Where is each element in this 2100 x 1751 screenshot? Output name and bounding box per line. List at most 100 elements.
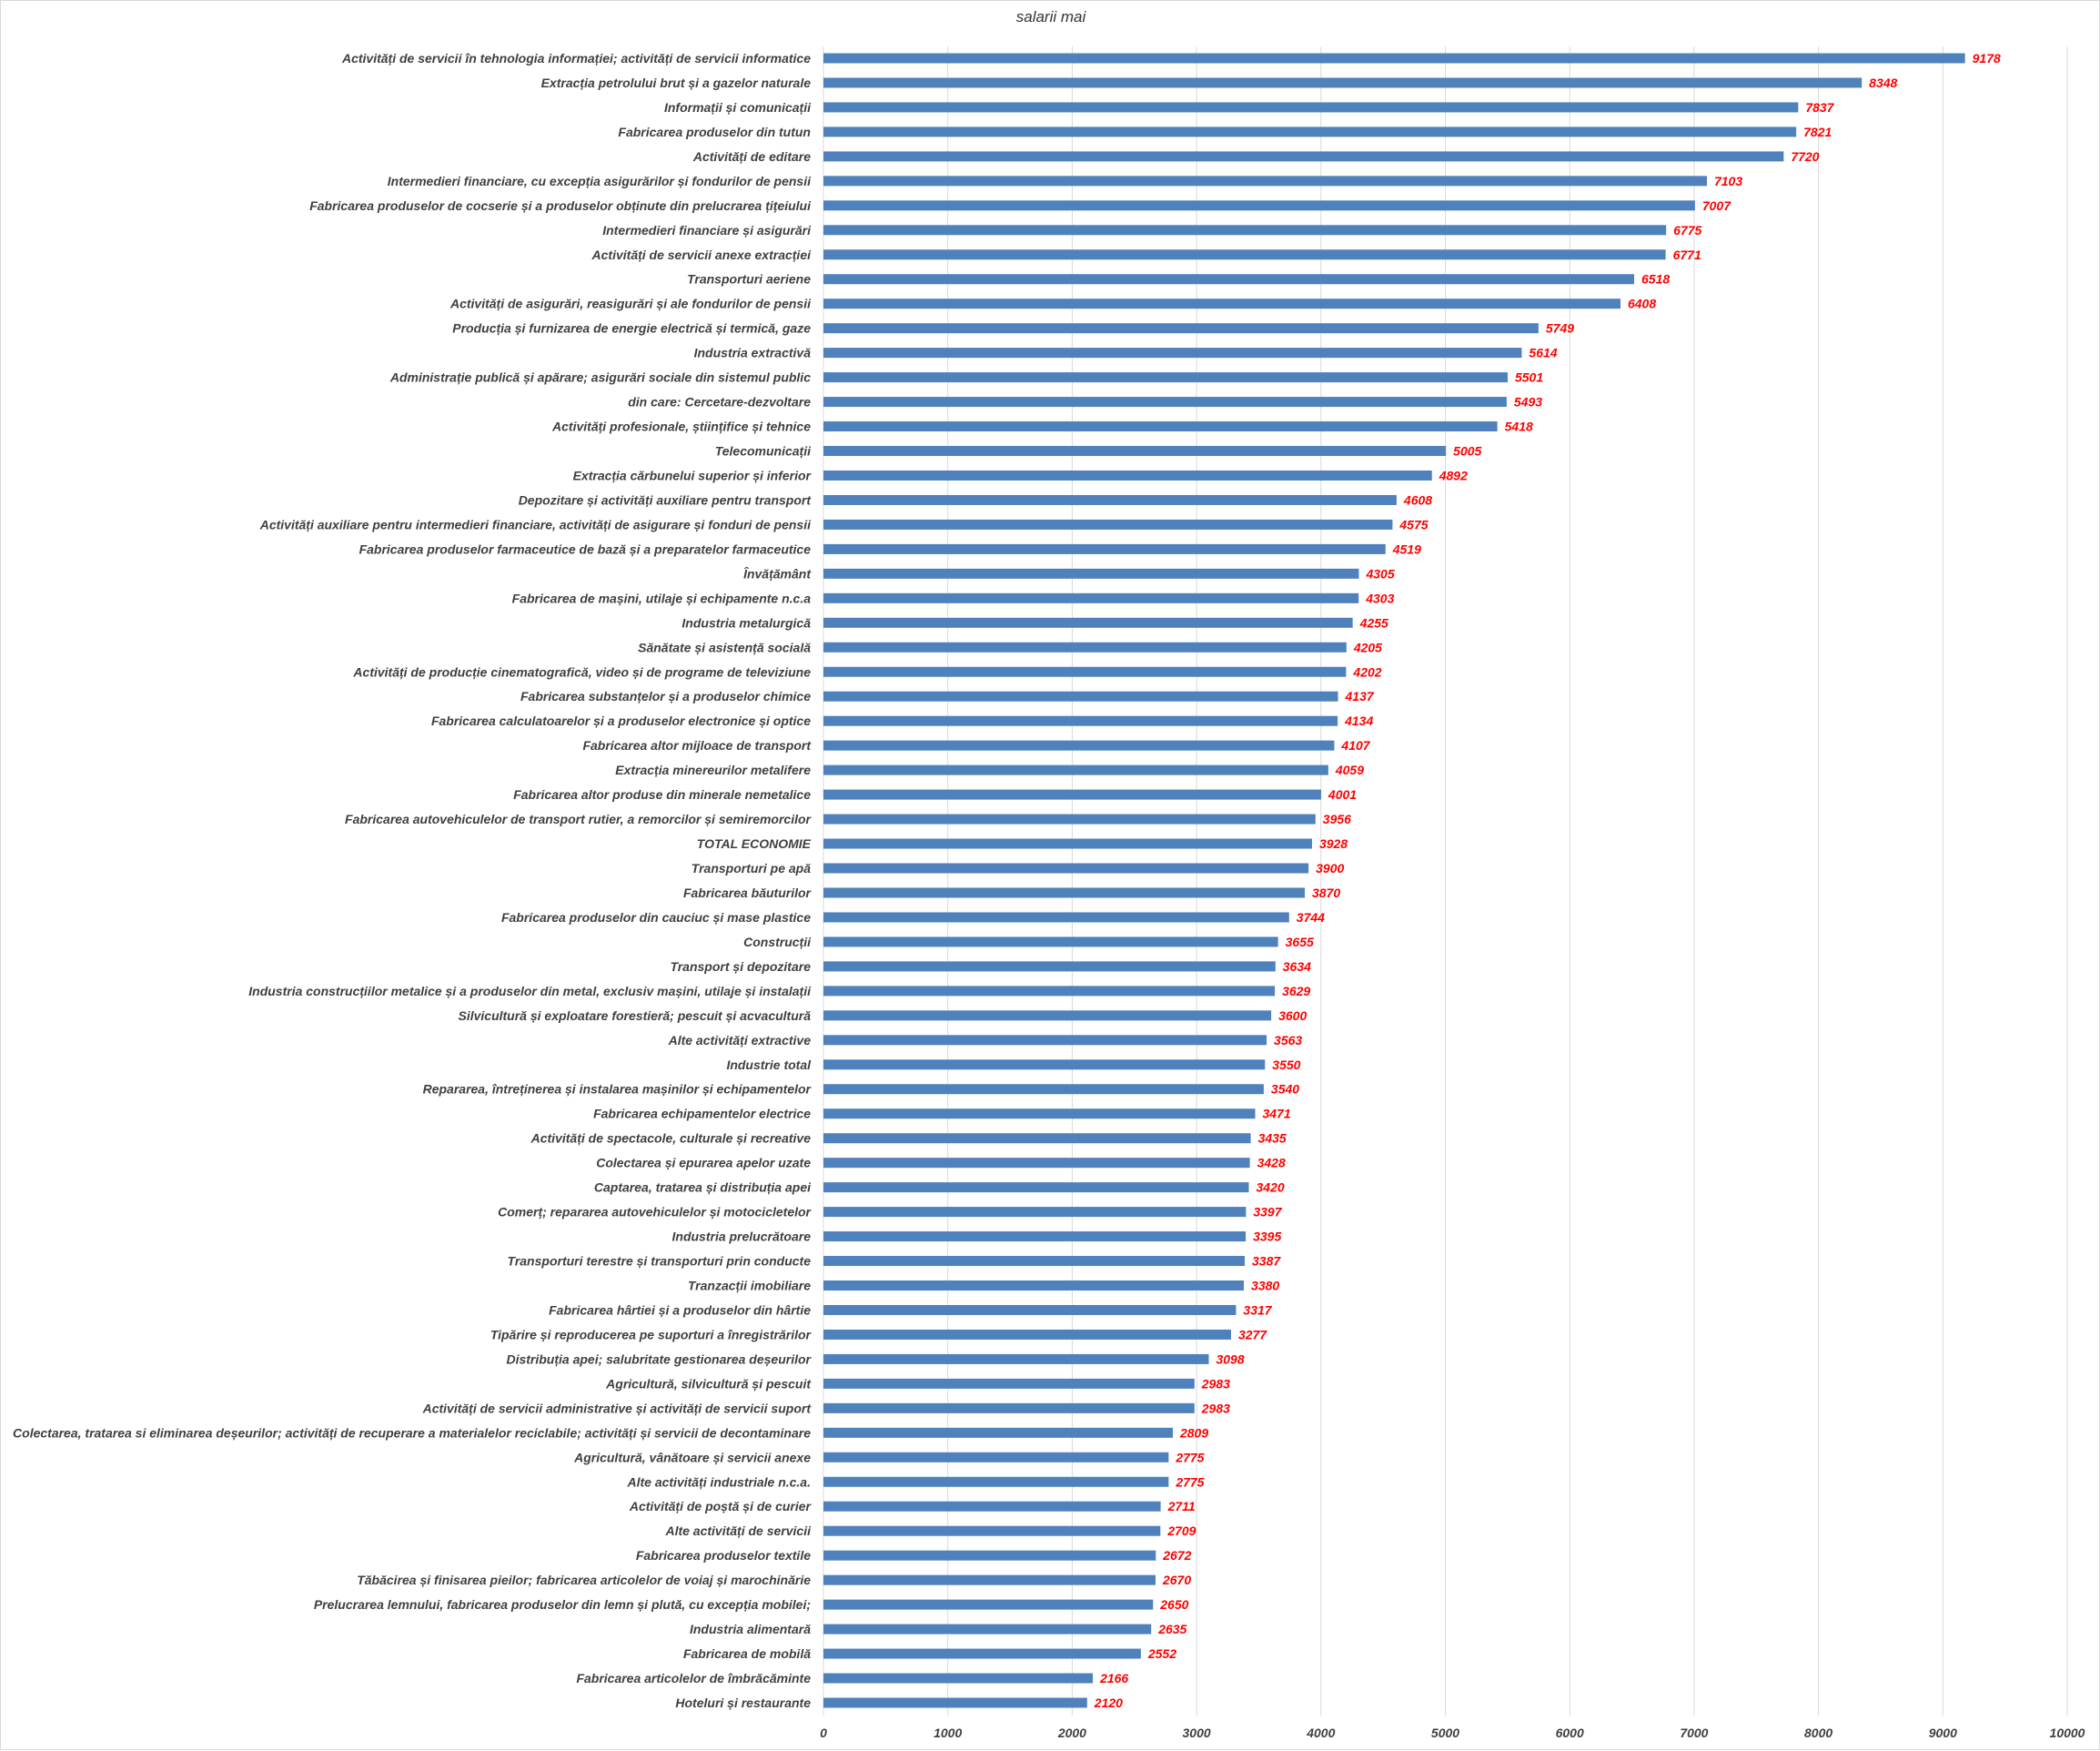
category-label: Fabricarea calculatoarelor și a produsel… — [431, 714, 811, 728]
x-tick-label: 9000 — [1929, 1726, 1957, 1740]
category-label: Distribuția apei; salubritate gestionare… — [506, 1351, 812, 1366]
bar — [823, 715, 1338, 726]
category-label: Tăbăcirea și finisarea pieilor; fabricar… — [357, 1573, 811, 1587]
value-label: 4892 — [1439, 468, 1468, 482]
bar — [823, 617, 1353, 628]
bar — [823, 77, 1863, 88]
value-label: 4134 — [1344, 714, 1373, 728]
bar — [823, 1624, 1152, 1635]
bar — [823, 323, 1539, 334]
bar — [823, 1158, 1250, 1169]
bar — [823, 1599, 1154, 1610]
bar — [823, 592, 1359, 603]
bar — [823, 1084, 1264, 1095]
category-label: Prelucrarea lemnului, fabricarea produse… — [314, 1597, 811, 1612]
category-label: Tranzacții imobiliare — [688, 1279, 811, 1293]
bar — [823, 1476, 1169, 1487]
bar — [823, 274, 1635, 285]
bar — [823, 814, 1316, 825]
bar — [823, 1574, 1156, 1585]
category-label: Transporturi terestre și transporturi pr… — [508, 1254, 812, 1269]
bar — [823, 1329, 1231, 1340]
bar — [823, 1427, 1173, 1438]
value-label: 3387 — [1252, 1254, 1281, 1269]
category-label: Administrație publică și apărare; asigur… — [389, 370, 811, 385]
bar — [823, 887, 1306, 898]
category-label: Fabricarea altor produse din minerale ne… — [513, 787, 811, 802]
bar — [823, 1673, 1094, 1684]
value-label: 4305 — [1365, 566, 1394, 581]
bar — [823, 666, 1347, 677]
value-label: 3956 — [1323, 812, 1351, 826]
category-label: Agricultură, vânătoare și servicii anexe — [573, 1450, 811, 1464]
category-label: Fabricarea produselor din cauciuc și mas… — [501, 910, 811, 925]
category-label: Alte activități de servicii — [664, 1523, 812, 1538]
bar — [823, 1010, 1272, 1021]
bar — [823, 1452, 1169, 1463]
value-label: 4519 — [1392, 541, 1421, 556]
x-tick-label: 5000 — [1431, 1726, 1459, 1740]
category-label: Fabricarea autovehiculelor de transport … — [345, 812, 813, 826]
category-label: Fabricarea de mașini, utilaje și echipam… — [512, 591, 812, 605]
category-label: din care: Cercetare-dezvoltare — [628, 395, 811, 410]
bars — [823, 53, 1965, 1708]
value-label: 3928 — [1319, 836, 1348, 851]
value-label: 3900 — [1316, 861, 1344, 876]
x-tick-label: 6000 — [1556, 1726, 1584, 1740]
value-label: 6775 — [1673, 223, 1701, 238]
chart-title: salarii mai — [1015, 8, 1086, 25]
bar — [823, 936, 1278, 947]
x-tick-label: 8000 — [1804, 1726, 1832, 1740]
bar — [823, 1353, 1209, 1364]
value-label: 4137 — [1345, 689, 1375, 703]
bar — [823, 764, 1328, 775]
value-label: 9178 — [1973, 51, 2001, 66]
bar — [823, 1280, 1245, 1291]
category-label: Industria metalurgică — [681, 615, 811, 630]
category-label: Telecomunicații — [715, 444, 812, 459]
value-label: 3098 — [1216, 1351, 1244, 1366]
bar — [823, 1182, 1249, 1193]
value-label: 7821 — [1803, 125, 1832, 139]
value-label: 5005 — [1453, 444, 1481, 459]
value-label: 3870 — [1312, 886, 1340, 900]
x-tick-label: 3000 — [1183, 1726, 1211, 1740]
category-label: Fabricarea produselor farmaceutice de ba… — [359, 541, 812, 556]
category-label: Comerț; repararea autovehiculelor și mot… — [498, 1205, 812, 1220]
bar — [823, 348, 1522, 359]
x-tick-label: 4000 — [1306, 1726, 1335, 1740]
value-label: 2670 — [1162, 1573, 1191, 1587]
category-label: Extracția petrolului brut și a gazelor n… — [541, 76, 812, 90]
value-label: 4107 — [1340, 738, 1370, 753]
value-label: 5493 — [1514, 395, 1542, 410]
category-labels: Activități de servicii în tehnologia inf… — [13, 51, 813, 1710]
value-label: 5614 — [1529, 346, 1557, 360]
category-label: Activități de editare — [692, 149, 811, 164]
value-label: 3655 — [1286, 935, 1314, 949]
x-tick-label: 7000 — [1680, 1726, 1708, 1740]
category-label: Fabricarea altor mijloace de transport — [582, 738, 812, 753]
category-label: Fabricarea produselor din tutun — [618, 125, 811, 139]
value-label: 4575 — [1398, 517, 1428, 531]
bar — [823, 838, 1312, 849]
value-label: 4303 — [1365, 591, 1394, 605]
bar — [823, 372, 1508, 383]
x-tick-label: 1000 — [934, 1726, 962, 1740]
bar — [823, 1035, 1267, 1046]
value-label: 2983 — [1201, 1376, 1230, 1391]
bar — [823, 249, 1666, 260]
bar — [823, 543, 1386, 554]
value-label: 4059 — [1335, 763, 1364, 777]
bar — [823, 1256, 1246, 1267]
value-label: 2650 — [1159, 1597, 1188, 1612]
bar — [823, 494, 1397, 505]
category-label: Învățământ — [743, 565, 812, 581]
value-label: 2672 — [1162, 1548, 1191, 1563]
category-label: Fabricarea produselor de cocserie și a p… — [309, 198, 812, 213]
category-label: Captarea, tratarea și distribuția apei — [594, 1180, 812, 1195]
category-label: Activități de producție cinematografică,… — [352, 664, 811, 679]
value-label: 3600 — [1278, 1008, 1307, 1023]
category-label: Intermedieri financiare, cu excepția asi… — [388, 174, 812, 188]
value-label: 4608 — [1403, 492, 1432, 507]
